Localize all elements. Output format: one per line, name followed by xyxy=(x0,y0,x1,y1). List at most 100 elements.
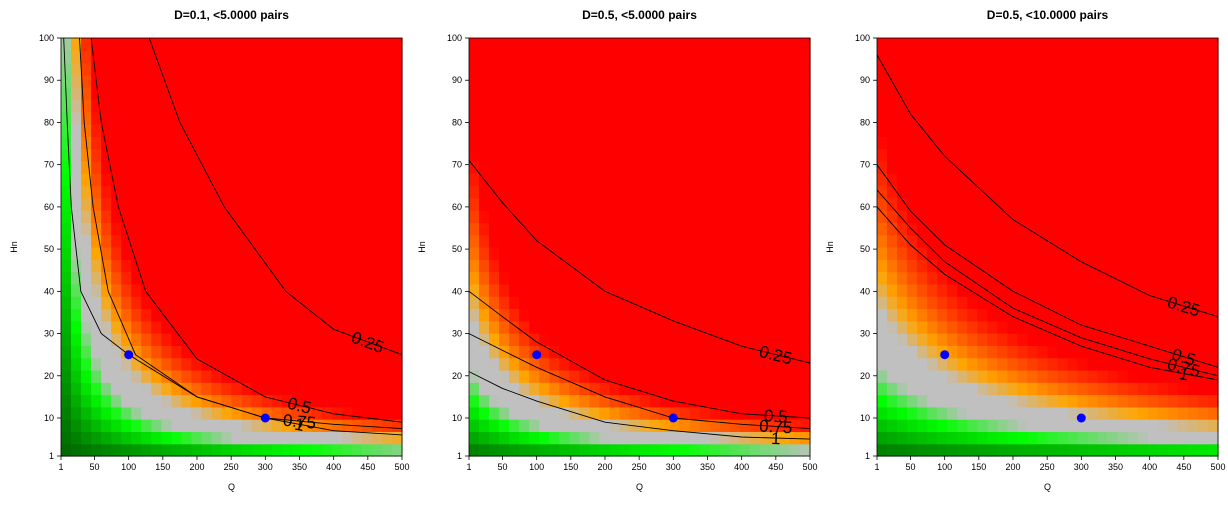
heatmap-cell xyxy=(589,50,600,64)
heatmap-cell xyxy=(499,136,510,150)
heatmap-cell xyxy=(381,111,393,125)
heatmap-cell xyxy=(1107,247,1119,260)
heatmap-cell xyxy=(1147,197,1159,211)
heatmap-cell xyxy=(341,173,353,187)
heatmap-cell xyxy=(1137,320,1149,334)
y-tick-label: 60 xyxy=(44,202,54,212)
heatmap-cell xyxy=(171,111,182,125)
heatmap-cell xyxy=(1017,136,1029,150)
x-tick-label: 250 xyxy=(224,462,239,472)
heatmap-cell xyxy=(1127,406,1139,420)
heatmap-cell xyxy=(161,148,172,162)
chart-title: D=0.5, <10.0000 pairs xyxy=(987,8,1109,22)
heatmap-cell xyxy=(1107,185,1119,199)
heatmap-cell xyxy=(1207,345,1219,359)
heatmap-cell xyxy=(391,259,403,273)
heatmap-cell xyxy=(1207,74,1219,88)
heatmap-cell xyxy=(151,320,162,334)
heatmap-cell xyxy=(1197,222,1209,236)
heatmap-cell xyxy=(391,111,403,125)
heatmap-cell xyxy=(619,369,631,383)
y-tick-label: 80 xyxy=(860,117,870,127)
heatmap-cell xyxy=(997,357,1008,371)
heatmap-cell xyxy=(957,234,968,248)
heatmap-cell xyxy=(499,320,510,334)
heatmap-cell xyxy=(1147,111,1159,125)
heatmap-cell xyxy=(987,357,998,371)
heatmap-cell xyxy=(131,210,142,224)
heatmap-cell xyxy=(231,283,243,297)
heatmap-cell xyxy=(529,443,540,457)
heatmap-cell xyxy=(907,87,918,101)
heatmap-cell xyxy=(1177,333,1189,346)
heatmap-cell xyxy=(161,185,172,199)
heatmap-cell xyxy=(469,99,480,113)
heatmap-cell xyxy=(539,74,550,88)
heatmap-cell xyxy=(61,431,72,445)
heatmap-cell xyxy=(201,148,213,162)
heatmap-cell xyxy=(877,124,888,137)
heatmap-cell xyxy=(381,234,393,248)
heatmap-cell xyxy=(907,333,918,346)
heatmap-cell xyxy=(251,148,263,162)
heatmap-cell xyxy=(689,38,701,51)
heatmap-cell xyxy=(311,210,323,224)
heatmap-cell xyxy=(759,357,771,371)
heatmap-cell xyxy=(341,308,353,322)
heatmap-cell xyxy=(71,333,82,346)
heatmap-cell xyxy=(469,259,480,273)
heatmap-cell xyxy=(897,283,908,297)
heatmap-cell xyxy=(489,406,500,420)
heatmap-cell xyxy=(231,345,243,359)
heatmap-cell xyxy=(1067,222,1079,236)
heatmap-cell xyxy=(71,296,82,310)
heatmap-cell xyxy=(1167,234,1179,248)
heatmap-cell xyxy=(589,357,600,371)
heatmap-cell xyxy=(649,382,661,396)
heatmap-cell xyxy=(679,99,691,113)
contour-line-0.75 xyxy=(876,189,1219,377)
heatmap-cell xyxy=(351,124,363,137)
heatmap-cell xyxy=(509,50,520,64)
heatmap-cell xyxy=(131,111,142,125)
heatmap-cell xyxy=(877,308,888,322)
heatmap-cell xyxy=(1157,62,1169,76)
heatmap-cell xyxy=(1027,247,1039,260)
heatmap-cell xyxy=(749,74,761,88)
heatmap-cell xyxy=(1037,357,1049,371)
heatmap-cell xyxy=(1167,74,1179,88)
heatmap-cell xyxy=(1137,394,1149,408)
heatmap-cell xyxy=(927,38,938,51)
heatmap-cell xyxy=(1207,210,1219,224)
heatmap-cell xyxy=(341,222,353,236)
heatmap-cell xyxy=(897,124,908,137)
heatmap-cell xyxy=(997,406,1008,420)
heatmap-cell xyxy=(1207,431,1219,445)
heatmap-cell xyxy=(947,124,958,137)
heatmap-cell xyxy=(679,247,691,260)
heatmap-cell xyxy=(539,173,550,187)
heatmap-cell xyxy=(479,124,490,137)
heatmap-cell xyxy=(499,38,510,51)
heatmap-cell xyxy=(341,369,353,383)
heatmap-cell xyxy=(609,160,621,174)
heatmap-cell xyxy=(361,136,373,150)
heatmap-cell xyxy=(1157,320,1169,334)
heatmap-cell xyxy=(799,124,811,137)
heatmap-cell xyxy=(311,406,323,420)
heatmap-cell xyxy=(1047,369,1059,383)
heatmap-cell xyxy=(559,87,570,101)
heatmap-cell xyxy=(937,234,948,248)
heatmap-cell xyxy=(749,87,761,101)
heatmap-cell xyxy=(489,50,500,64)
heatmap-cell xyxy=(917,382,928,396)
heatmap-cell xyxy=(1087,50,1099,64)
heatmap-cell xyxy=(181,185,192,199)
heatmap-cell xyxy=(231,173,243,187)
heatmap-cell xyxy=(351,296,363,310)
heatmap-cell xyxy=(1187,38,1199,51)
heatmap-cell xyxy=(181,247,192,260)
heatmap-cell xyxy=(639,419,651,433)
heatmap-cell xyxy=(241,443,253,457)
heatmap-cell xyxy=(241,406,253,420)
